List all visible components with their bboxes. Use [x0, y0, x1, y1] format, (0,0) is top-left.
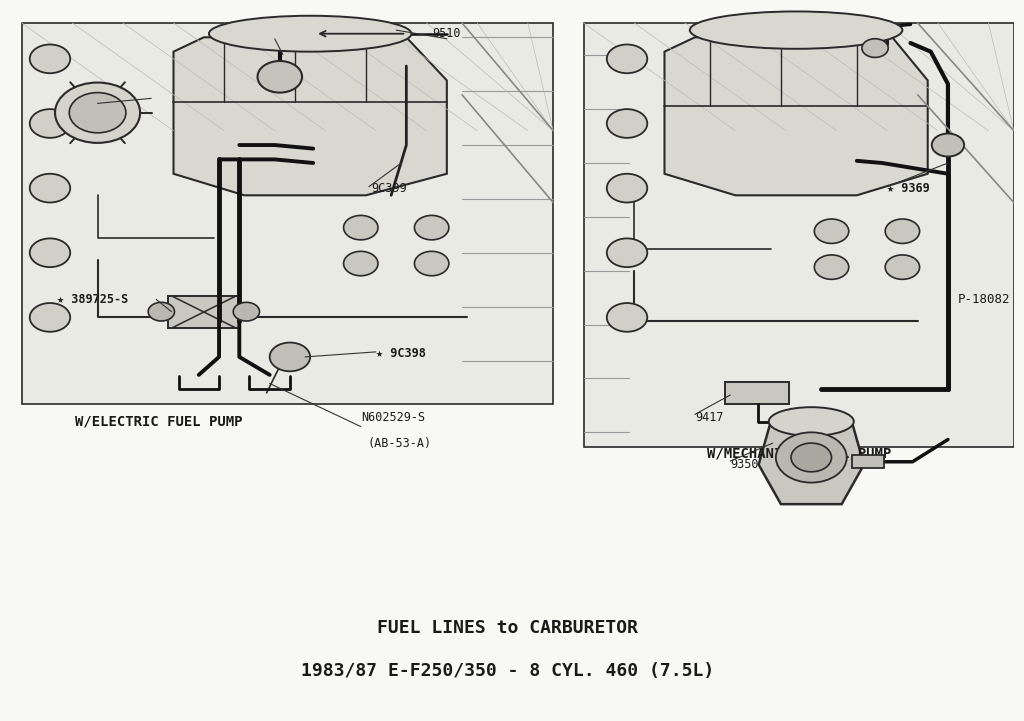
Circle shape	[30, 239, 71, 267]
Circle shape	[148, 302, 174, 321]
Polygon shape	[852, 455, 884, 468]
Circle shape	[814, 255, 849, 279]
Text: W/ELECTRIC FUEL PUMP: W/ELECTRIC FUEL PUMP	[75, 415, 242, 428]
Circle shape	[415, 216, 449, 240]
Text: W/MECHANICAL FUEL PUMP: W/MECHANICAL FUEL PUMP	[707, 447, 891, 461]
Circle shape	[776, 433, 847, 482]
Polygon shape	[725, 382, 790, 404]
Polygon shape	[759, 422, 864, 504]
Text: 9510: 9510	[432, 27, 461, 40]
Circle shape	[233, 302, 259, 321]
Text: 1983/87 E-F250/350 - 8 CYL. 460 (7.5L): 1983/87 E-F250/350 - 8 CYL. 460 (7.5L)	[301, 662, 714, 680]
Circle shape	[607, 45, 647, 74]
Circle shape	[791, 443, 831, 472]
Text: ★ 9369: ★ 9369	[887, 182, 930, 195]
Circle shape	[885, 219, 920, 244]
Ellipse shape	[209, 16, 412, 52]
Ellipse shape	[769, 407, 854, 436]
Circle shape	[30, 109, 71, 138]
Circle shape	[30, 45, 71, 74]
Circle shape	[607, 109, 647, 138]
Circle shape	[269, 342, 310, 371]
Circle shape	[70, 92, 126, 133]
Circle shape	[885, 255, 920, 279]
Polygon shape	[665, 37, 928, 195]
Polygon shape	[22, 23, 553, 404]
Ellipse shape	[690, 12, 902, 49]
Text: 9350: 9350	[730, 458, 759, 471]
Text: (AB-53-A): (AB-53-A)	[368, 437, 432, 450]
Circle shape	[862, 39, 888, 58]
Circle shape	[30, 303, 71, 332]
Text: ★ 9C398: ★ 9C398	[376, 347, 426, 360]
Polygon shape	[168, 296, 240, 328]
Polygon shape	[584, 23, 1014, 447]
Circle shape	[932, 133, 965, 156]
Circle shape	[607, 239, 647, 267]
Text: 9N176: 9N176	[221, 27, 257, 40]
Circle shape	[415, 252, 449, 275]
Text: FUEL LINES to CARBURETOR: FUEL LINES to CARBURETOR	[377, 619, 638, 637]
Circle shape	[257, 61, 302, 92]
Text: N602529-S: N602529-S	[360, 412, 425, 425]
Text: ★ 9C400: ★ 9C400	[68, 92, 117, 105]
Circle shape	[607, 174, 647, 203]
Text: P-18082: P-18082	[958, 293, 1011, 306]
Text: ★ 389725-S: ★ 389725-S	[57, 293, 128, 306]
Text: 9C399: 9C399	[371, 182, 407, 195]
Circle shape	[55, 82, 140, 143]
Circle shape	[344, 252, 378, 275]
Circle shape	[814, 219, 849, 244]
Circle shape	[344, 216, 378, 240]
Circle shape	[607, 303, 647, 332]
Polygon shape	[173, 37, 446, 195]
Text: 9417: 9417	[695, 412, 723, 425]
Circle shape	[30, 174, 71, 203]
